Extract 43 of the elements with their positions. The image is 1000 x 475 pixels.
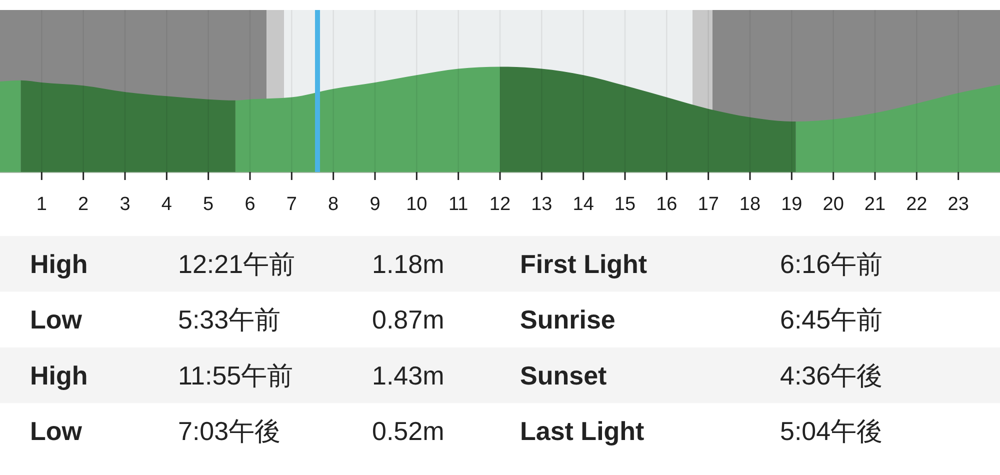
x-tick-label: 1 xyxy=(36,194,47,215)
text: High xyxy=(30,360,88,390)
x-tick-label: 8 xyxy=(328,194,339,215)
text: Sunset xyxy=(520,360,608,390)
text: 1.43m xyxy=(372,360,444,390)
x-tick-label: 13 xyxy=(531,194,552,215)
x-tick-label: 12 xyxy=(489,194,511,215)
x-tick-label: 15 xyxy=(614,194,636,215)
x-tick-label: 6 xyxy=(244,194,256,215)
text: Low xyxy=(30,304,83,335)
text: 0.52m xyxy=(372,416,444,446)
text: First Light xyxy=(520,248,648,279)
x-tick-label: 23 xyxy=(948,194,969,215)
x-tick-label: 4 xyxy=(161,194,172,215)
text: 12:21午前 xyxy=(178,248,296,279)
x-tick-label: 19 xyxy=(781,194,802,215)
x-tick-label: 9 xyxy=(370,194,380,215)
text: 5:33午前 xyxy=(178,304,281,335)
x-tick-label: 22 xyxy=(906,194,928,215)
x-tick-label: 10 xyxy=(406,194,428,215)
x-tick-label: 18 xyxy=(739,194,761,215)
text: 1.18m xyxy=(372,248,444,279)
x-tick-label: 3 xyxy=(120,194,130,215)
x-tick-label: 14 xyxy=(572,194,594,215)
x-tick-label: 17 xyxy=(698,194,719,215)
text: High xyxy=(30,248,88,279)
x-tick-label: 20 xyxy=(822,194,844,215)
x-tick-label: 16 xyxy=(656,194,678,215)
text: Sunrise xyxy=(520,304,616,335)
x-tick-label: 5 xyxy=(203,194,214,215)
x-tick-label: 11 xyxy=(448,194,468,215)
text: 0.87m xyxy=(372,304,444,335)
text: 6:45午前 xyxy=(780,304,883,335)
text: 11:55午前 xyxy=(178,360,294,390)
text: Low xyxy=(30,416,83,446)
text: 4:36午後 xyxy=(780,360,883,390)
x-tick-label: 2 xyxy=(78,194,89,215)
x-tick-label: 7 xyxy=(286,194,297,215)
text: 6:16午前 xyxy=(780,248,883,279)
text: 7:03午後 xyxy=(178,416,281,446)
x-tick-label: 21 xyxy=(864,194,886,215)
text: 5:04午後 xyxy=(780,416,883,446)
text: Last Light xyxy=(520,416,645,446)
